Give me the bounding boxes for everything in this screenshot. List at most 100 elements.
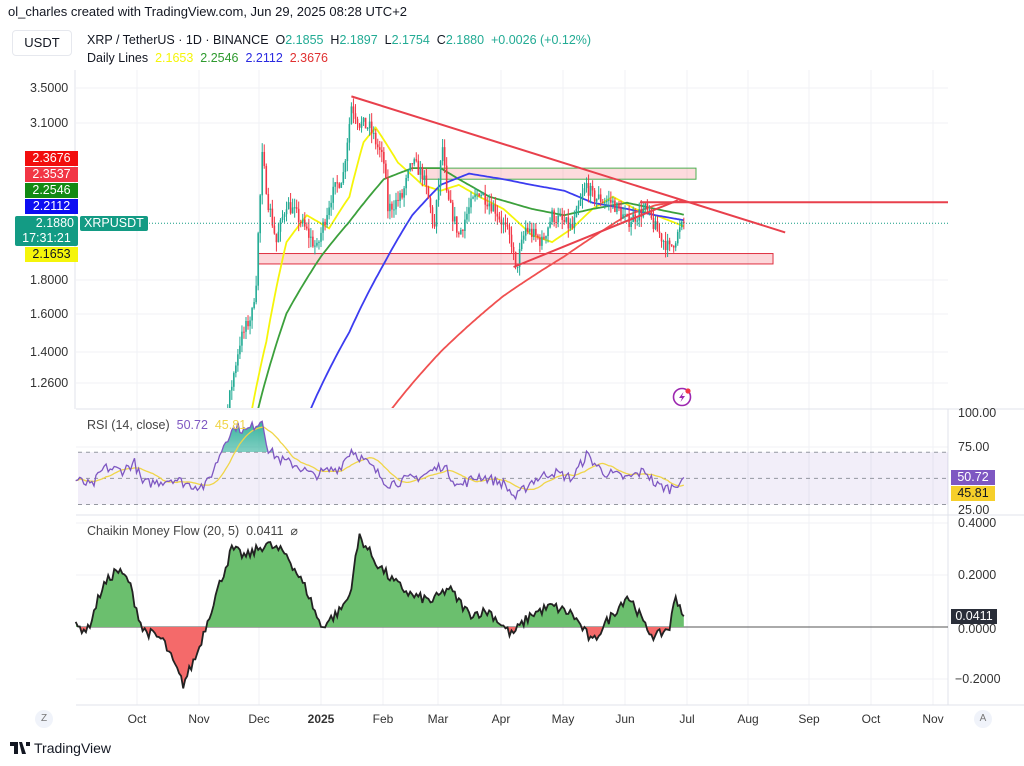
candle-body <box>510 234 513 247</box>
candle-body <box>415 159 418 161</box>
candle <box>597 186 600 200</box>
cmf-line <box>74 533 685 689</box>
candle-body <box>484 193 486 205</box>
candle <box>626 213 628 218</box>
candle-body <box>462 229 464 231</box>
candle <box>332 177 334 210</box>
rsi-tick: 100.00 <box>958 406 997 420</box>
hide-indicator-icon[interactable]: ⌀ <box>290 524 298 538</box>
candle-body <box>458 232 460 235</box>
auto-scale-button[interactable]: A <box>974 710 992 728</box>
candle <box>579 193 582 207</box>
candle <box>518 242 521 276</box>
candle <box>293 198 296 218</box>
candle-body <box>644 203 647 209</box>
candle-body <box>425 175 428 187</box>
candle-body <box>520 239 523 250</box>
candle-body <box>575 208 578 218</box>
timezone-button[interactable]: Z <box>35 710 53 728</box>
candle <box>203 567 205 603</box>
close-label: C <box>436 33 446 47</box>
candle-body <box>648 209 651 211</box>
rsi-tick: 75.00 <box>958 440 990 454</box>
candle-body <box>565 217 568 222</box>
candle <box>583 182 586 196</box>
candle-body <box>543 236 545 239</box>
time-tick: Mar <box>427 712 449 726</box>
candle-body <box>358 123 361 128</box>
tradingview-logo-icon <box>10 742 30 754</box>
candle <box>431 205 434 229</box>
candle <box>504 214 507 233</box>
candle <box>670 244 673 248</box>
candle <box>674 241 677 252</box>
candle-body <box>664 240 667 251</box>
candle-body <box>480 195 482 197</box>
candle-body <box>512 246 515 252</box>
candle-body <box>374 132 377 145</box>
candle-body <box>271 208 274 226</box>
candle <box>295 199 298 214</box>
candle-body <box>533 228 535 237</box>
candle <box>397 191 399 207</box>
candle-body <box>243 331 245 333</box>
open-label: O <box>275 33 286 47</box>
candle <box>235 361 237 378</box>
candle <box>289 193 292 215</box>
candle <box>502 217 505 234</box>
candle <box>263 144 266 169</box>
candle <box>283 212 286 223</box>
candle <box>437 178 440 207</box>
candle <box>541 230 543 250</box>
candle-body <box>668 240 671 245</box>
candle <box>409 163 411 172</box>
candle-body <box>595 198 598 202</box>
candle <box>366 127 369 131</box>
candle-body <box>306 226 308 229</box>
candle-body <box>587 183 590 196</box>
candle-body <box>555 222 557 224</box>
candle-body <box>310 236 312 238</box>
candle <box>474 188 476 202</box>
alert-lightning-icon[interactable] <box>672 387 692 407</box>
candle-body <box>670 244 673 246</box>
candle <box>297 201 300 232</box>
candle-body <box>273 225 276 234</box>
candle <box>506 217 509 230</box>
candle-body <box>346 142 349 162</box>
candle-body <box>312 236 314 247</box>
candle-body <box>585 183 588 189</box>
candle-body <box>372 132 375 134</box>
candle <box>303 212 306 231</box>
rsi-value: 50.72 <box>176 418 208 432</box>
currency-button[interactable]: USDT <box>12 30 72 56</box>
candle-body <box>211 503 213 520</box>
cmf-tick: 0.4000 <box>958 516 997 530</box>
candle-body <box>201 596 203 619</box>
low-value: 2.1754 <box>391 33 430 47</box>
candle <box>551 207 553 225</box>
ma-value-green: 2.2546 <box>200 51 239 65</box>
candle-body <box>385 163 387 179</box>
candle-body <box>342 172 345 184</box>
candle-body <box>301 219 304 224</box>
candle-body <box>561 215 564 220</box>
candle-body <box>324 221 326 225</box>
candle-body <box>656 221 659 232</box>
candle-body <box>683 221 685 224</box>
candle <box>545 235 547 244</box>
candle <box>595 198 598 208</box>
candle-body <box>603 202 606 204</box>
candle <box>476 189 478 200</box>
candle <box>451 199 454 232</box>
candle <box>251 306 253 329</box>
candle <box>648 205 651 216</box>
candle <box>387 169 389 219</box>
change-value: +0.0026 (+0.12%) <box>491 33 592 47</box>
candle <box>445 157 448 193</box>
candle <box>557 207 559 228</box>
high-label: H <box>330 33 340 47</box>
candle <box>561 207 564 230</box>
candle <box>664 231 667 258</box>
